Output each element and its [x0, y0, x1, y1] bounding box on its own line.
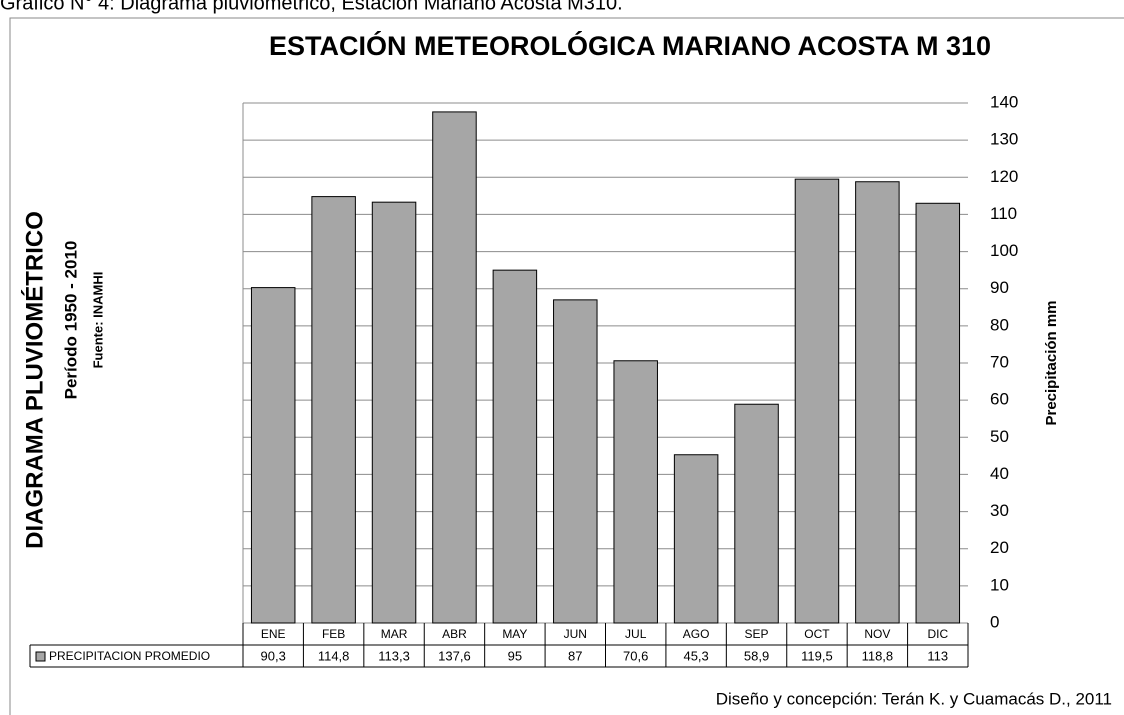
bar: [794, 178, 840, 624]
x-tick-label: FEB: [322, 627, 345, 641]
value-label: 87: [568, 648, 582, 663]
y-tick-label: 110: [990, 204, 1017, 223]
value-label: 114,8: [318, 648, 350, 663]
bar: [915, 202, 961, 624]
value-label: 90,3: [261, 648, 286, 663]
bar: [371, 201, 417, 624]
x-tick-label: OCT: [804, 627, 830, 641]
x-tick-label: NOV: [864, 627, 890, 641]
value-label: 58,9: [744, 648, 769, 663]
value-label: 137,6: [438, 648, 471, 663]
bar: [432, 111, 477, 624]
value-label: 45,3: [683, 648, 708, 663]
x-tick-label: DIC: [927, 627, 948, 641]
y-tick-label: 140: [990, 92, 1018, 111]
value-label: 113: [927, 648, 948, 663]
y-tick-label: 90: [990, 278, 1009, 297]
x-tick-label: JUN: [564, 627, 587, 641]
value-label: 113,3: [378, 648, 410, 663]
x-tick-label: ABR: [442, 627, 467, 641]
value-label: 119,5: [801, 648, 833, 663]
bar: [553, 299, 598, 624]
bar: [492, 269, 538, 624]
y-tick-label: 20: [990, 538, 1009, 557]
bar: [855, 181, 900, 624]
y-tick-label: 70: [990, 352, 1009, 371]
value-label: 95: [508, 648, 522, 663]
y-tick-label: 0: [990, 612, 999, 631]
legend-swatch: [35, 651, 46, 662]
source: Fuente: INAMHI: [90, 272, 105, 369]
bar: [613, 360, 658, 624]
bar: [250, 287, 296, 624]
x-tick-label: ENE: [261, 627, 286, 641]
value-label: 70,6: [623, 648, 648, 663]
y-axis-label: Precipitación mm: [1043, 300, 1060, 425]
value-label: 118,8: [862, 648, 894, 663]
y-tick-label: 120: [990, 167, 1018, 186]
bar: [734, 403, 779, 624]
side-title: DIAGRAMA PLUVIOMÉTRICO: [20, 211, 48, 549]
bar: [311, 196, 356, 624]
x-tick-label: SEP: [745, 627, 769, 641]
bar: [673, 454, 719, 624]
x-tick-label: MAY: [502, 627, 527, 641]
y-tick-label: 100: [990, 241, 1018, 260]
subtitle: Período 1950 - 2010: [61, 241, 80, 400]
y-tick-label: 30: [990, 501, 1009, 520]
x-tick-label: AGO: [683, 627, 710, 641]
y-tick-label: 60: [990, 390, 1009, 409]
y-tick-label: 50: [990, 427, 1009, 446]
y-tick-label: 130: [990, 130, 1018, 149]
legend-label: PRECIPITACION PROMEDIO: [49, 649, 210, 663]
y-tick-label: 40: [990, 464, 1009, 483]
x-tick-label: JUL: [625, 627, 647, 641]
y-tick-label: 10: [990, 575, 1009, 594]
chart-border: [9, 17, 1124, 715]
credit: Diseño y concepción: Terán K. y Cuamacás…: [716, 689, 1112, 708]
y-tick-label: 80: [990, 315, 1009, 334]
x-tick-label: MAR: [381, 627, 408, 641]
caption: Gráfico N° 4: Diagrama pluviométrico, Es…: [0, 0, 623, 14]
chart-title: ESTACIÓN METEOROLÓGICA MARIANO ACOSTA M …: [269, 30, 991, 61]
